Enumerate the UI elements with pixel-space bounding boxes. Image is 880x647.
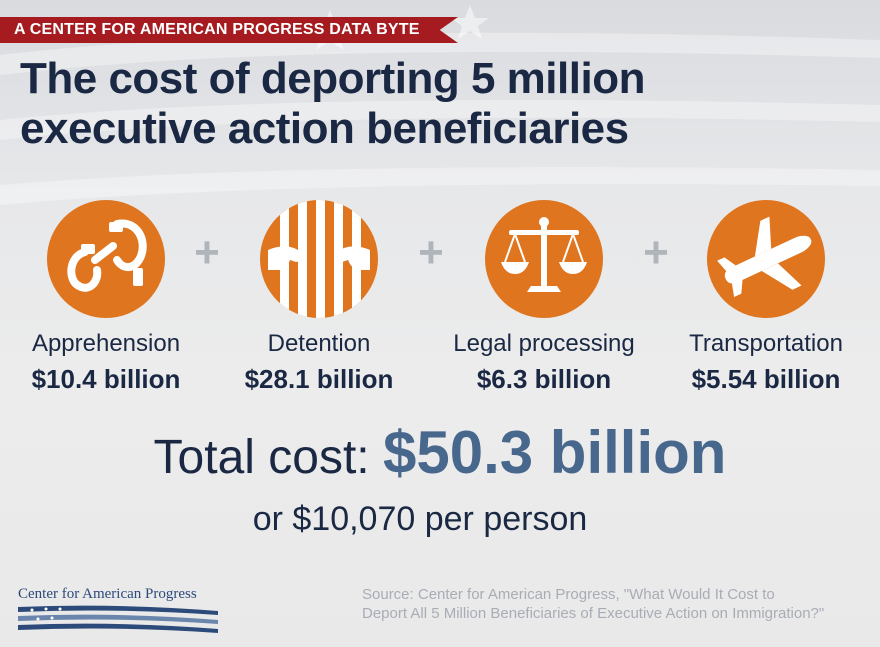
cost-item-detention: Detention $28.1 billion <box>219 200 419 395</box>
page-title: The cost of deporting 5 million executiv… <box>20 54 870 154</box>
cap-logo: Center for American Progress <box>18 586 228 638</box>
logo-text: Center for American Progress <box>18 586 197 602</box>
data-byte-banner: A CENTER FOR AMERICAN PROGRESS DATA BYTE <box>0 17 458 43</box>
plus-sign: + <box>194 228 220 277</box>
title-line-2: executive action beneficiaries <box>20 104 629 153</box>
per-person-cost: or $10,070 per person <box>0 500 880 539</box>
item-value: $6.3 billion <box>476 364 612 394</box>
total-cost: Total cost: $50.3 billion <box>0 418 880 487</box>
total-amount: $50.3 billion <box>382 419 727 486</box>
prison-bars-icon <box>260 200 378 318</box>
airplane-icon <box>707 200 825 318</box>
item-label: Apprehension <box>31 330 181 357</box>
item-value: $28.1 billion <box>244 364 394 394</box>
item-label: Transportation <box>689 330 843 357</box>
source-note: Source: Center for American Progress, "W… <box>362 585 872 623</box>
item-label: Detention <box>267 330 371 357</box>
logo-flag-icon <box>18 605 218 633</box>
handcuffs-icon <box>47 200 165 318</box>
cost-item-transportation: Transportation $5.54 billion <box>666 200 866 395</box>
per-person-text: or $10,070 per person <box>252 500 588 538</box>
source-line-2: Deport All 5 Million Beneficiaries of Ex… <box>362 605 825 622</box>
plus-sign: + <box>643 228 669 277</box>
source-line-1: Source: Center for American Progress, "W… <box>362 586 775 603</box>
plus-sign: + <box>418 228 444 277</box>
item-label: Legal processing <box>453 330 635 357</box>
cost-item-apprehension: Apprehension $10.4 billion <box>6 200 206 395</box>
title-line-1: The cost of deporting 5 million <box>20 54 645 103</box>
total-label: Total cost: <box>153 431 370 484</box>
cost-item-legal-processing: Legal processing $6.3 billion <box>444 200 644 395</box>
scales-of-justice-icon <box>485 200 603 318</box>
item-value: $10.4 billion <box>31 364 181 394</box>
item-value: $5.54 billion <box>691 364 841 394</box>
